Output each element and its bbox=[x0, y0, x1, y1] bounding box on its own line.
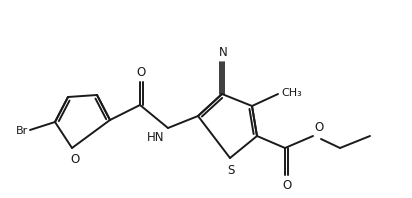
Text: O: O bbox=[314, 121, 323, 134]
Text: N: N bbox=[219, 46, 227, 59]
Text: O: O bbox=[282, 179, 292, 192]
Text: HN: HN bbox=[147, 131, 164, 144]
Text: S: S bbox=[227, 164, 235, 177]
Text: Br: Br bbox=[16, 126, 28, 136]
Text: CH₃: CH₃ bbox=[281, 88, 302, 98]
Text: O: O bbox=[70, 153, 80, 166]
Text: O: O bbox=[136, 66, 145, 79]
